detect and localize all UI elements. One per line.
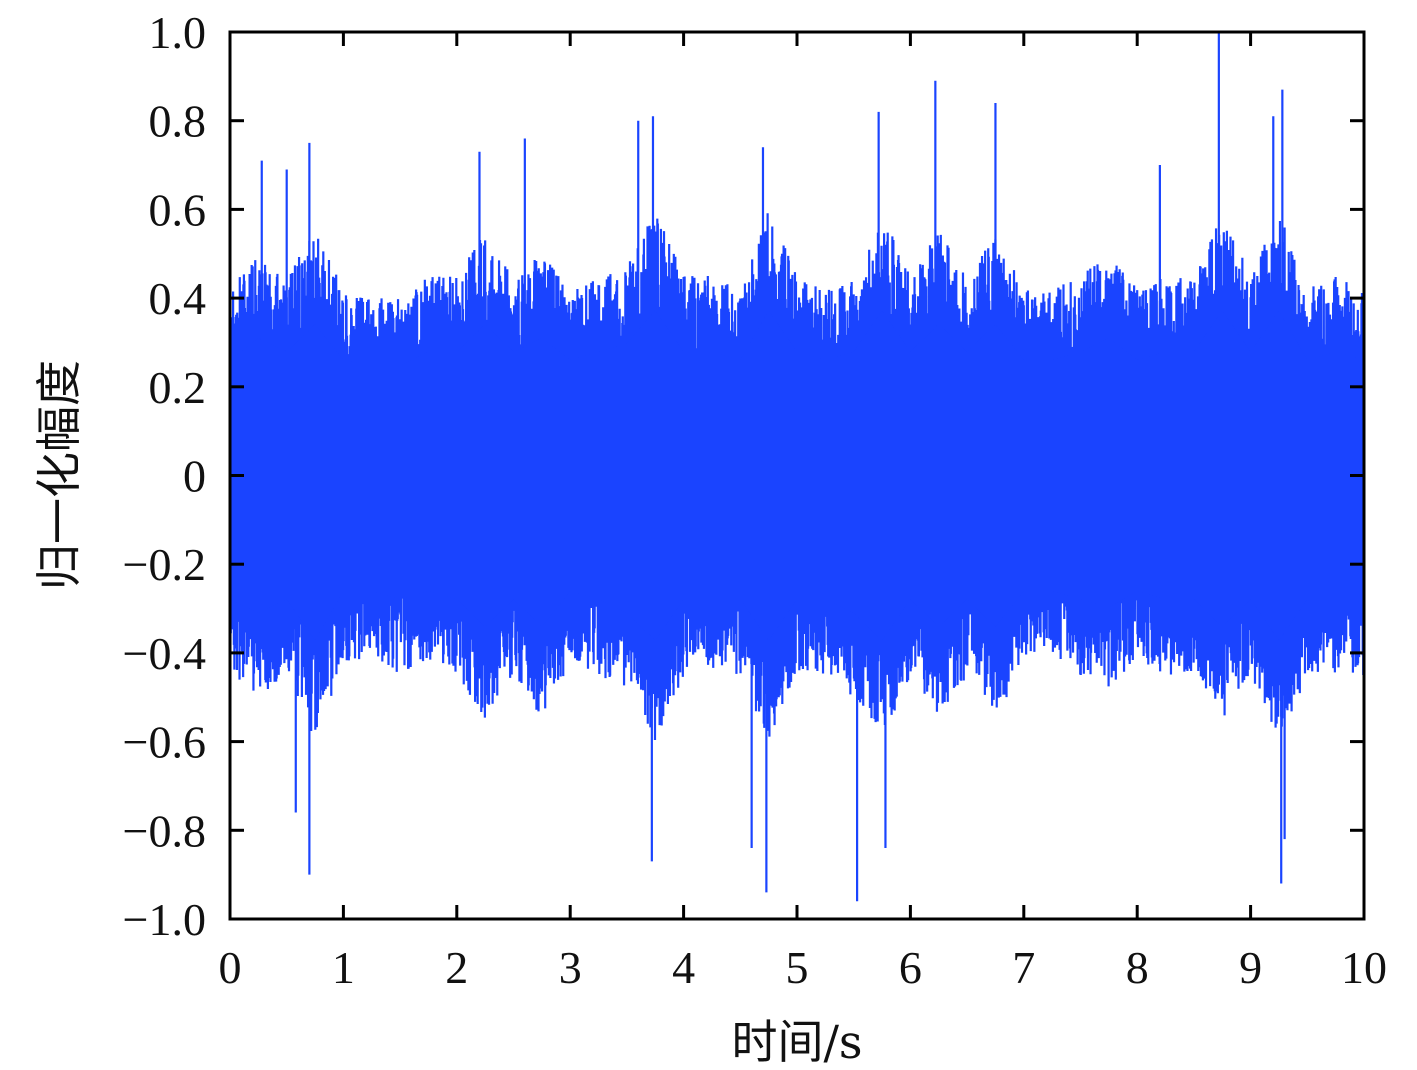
x-tick-label: 8: [1126, 942, 1149, 993]
y-tick-label: 0.6: [149, 184, 207, 235]
x-tick-label: 4: [672, 942, 695, 993]
plot-frame: [228, 30, 1366, 921]
x-tick-label: 6: [899, 942, 922, 993]
x-tick-label: 10: [1341, 942, 1387, 993]
y-tick-label: 0.8: [149, 96, 207, 147]
x-tick-label: 3: [559, 942, 582, 993]
x-tick-label: 9: [1239, 942, 1262, 993]
x-tick-label: 2: [445, 942, 468, 993]
y-axis-title: 归一化幅度: [32, 360, 86, 590]
y-tick-label: 1.0: [149, 7, 207, 58]
x-tick-label: 1: [332, 942, 355, 993]
y-tick-label: 0.2: [149, 362, 207, 413]
y-tick-label: −0.8: [123, 805, 206, 856]
x-axis-title: 时间/s: [731, 1015, 862, 1069]
x-tick-label: 0: [219, 942, 242, 993]
y-tick-label: −0.4: [123, 628, 206, 679]
signal-core-band: [230, 310, 1364, 641]
labels-layer: 0 1 2 3 4 5 6 7 8 9 10 −1.0 −0.8 −0.6 −0.4 −0.2 0 0.2 0.4 0…: [123, 7, 1387, 993]
x-tick-label: 5: [786, 942, 809, 993]
y-tick-label: 0: [183, 451, 206, 502]
y-tick-label: −0.6: [123, 717, 206, 768]
x-tick-label: 7: [1012, 942, 1035, 993]
y-tick-label: 0.4: [149, 273, 207, 324]
y-tick-label: −1.0: [123, 894, 206, 945]
plot-layer: [228, 32, 1366, 902]
y-tick-label: −0.2: [123, 539, 206, 590]
